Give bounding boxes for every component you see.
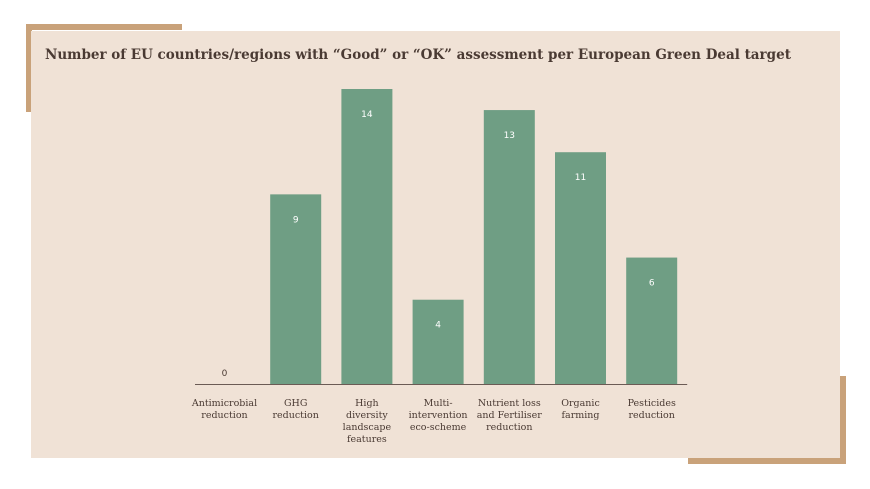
data-label: 6 <box>649 279 655 289</box>
bar <box>555 152 606 384</box>
bar <box>412 299 464 384</box>
category-tick-label: Multi-intervention eco-scheme <box>409 398 468 433</box>
chart-title: Number of EU countries/regions with “Goo… <box>45 47 791 63</box>
category-tick-label: GHG reduction <box>273 398 319 421</box>
category-tick-label: High diversity landscape features <box>343 398 392 445</box>
category-tick-label: Nutrient loss and Fertiliser reduction <box>477 398 543 433</box>
data-label: 13 <box>504 131 515 141</box>
category-tick-label: Pesticides reduction <box>628 398 676 421</box>
bar-chart: 0 Antimicrobial reduction 9 GHG reduction 14 Hi… <box>191 89 688 445</box>
bar <box>483 110 535 385</box>
data-label: 9 <box>293 215 299 225</box>
category-tick-label: Organic farming <box>561 398 600 421</box>
data-label: 0 <box>222 369 228 379</box>
data-label: 4 <box>435 321 441 331</box>
bar <box>270 194 322 384</box>
bar <box>341 89 393 384</box>
category-tick-label: Antimicrobial reduction <box>191 398 257 421</box>
bar <box>626 257 678 384</box>
data-label: 11 <box>575 173 586 183</box>
data-label: 14 <box>361 110 373 120</box>
chart-card: Number of EU countries/regions with “Goo… <box>31 31 840 458</box>
decorative-frame-corner-top-left <box>26 24 182 112</box>
decorative-frame-corner-bottom-right <box>688 376 846 464</box>
